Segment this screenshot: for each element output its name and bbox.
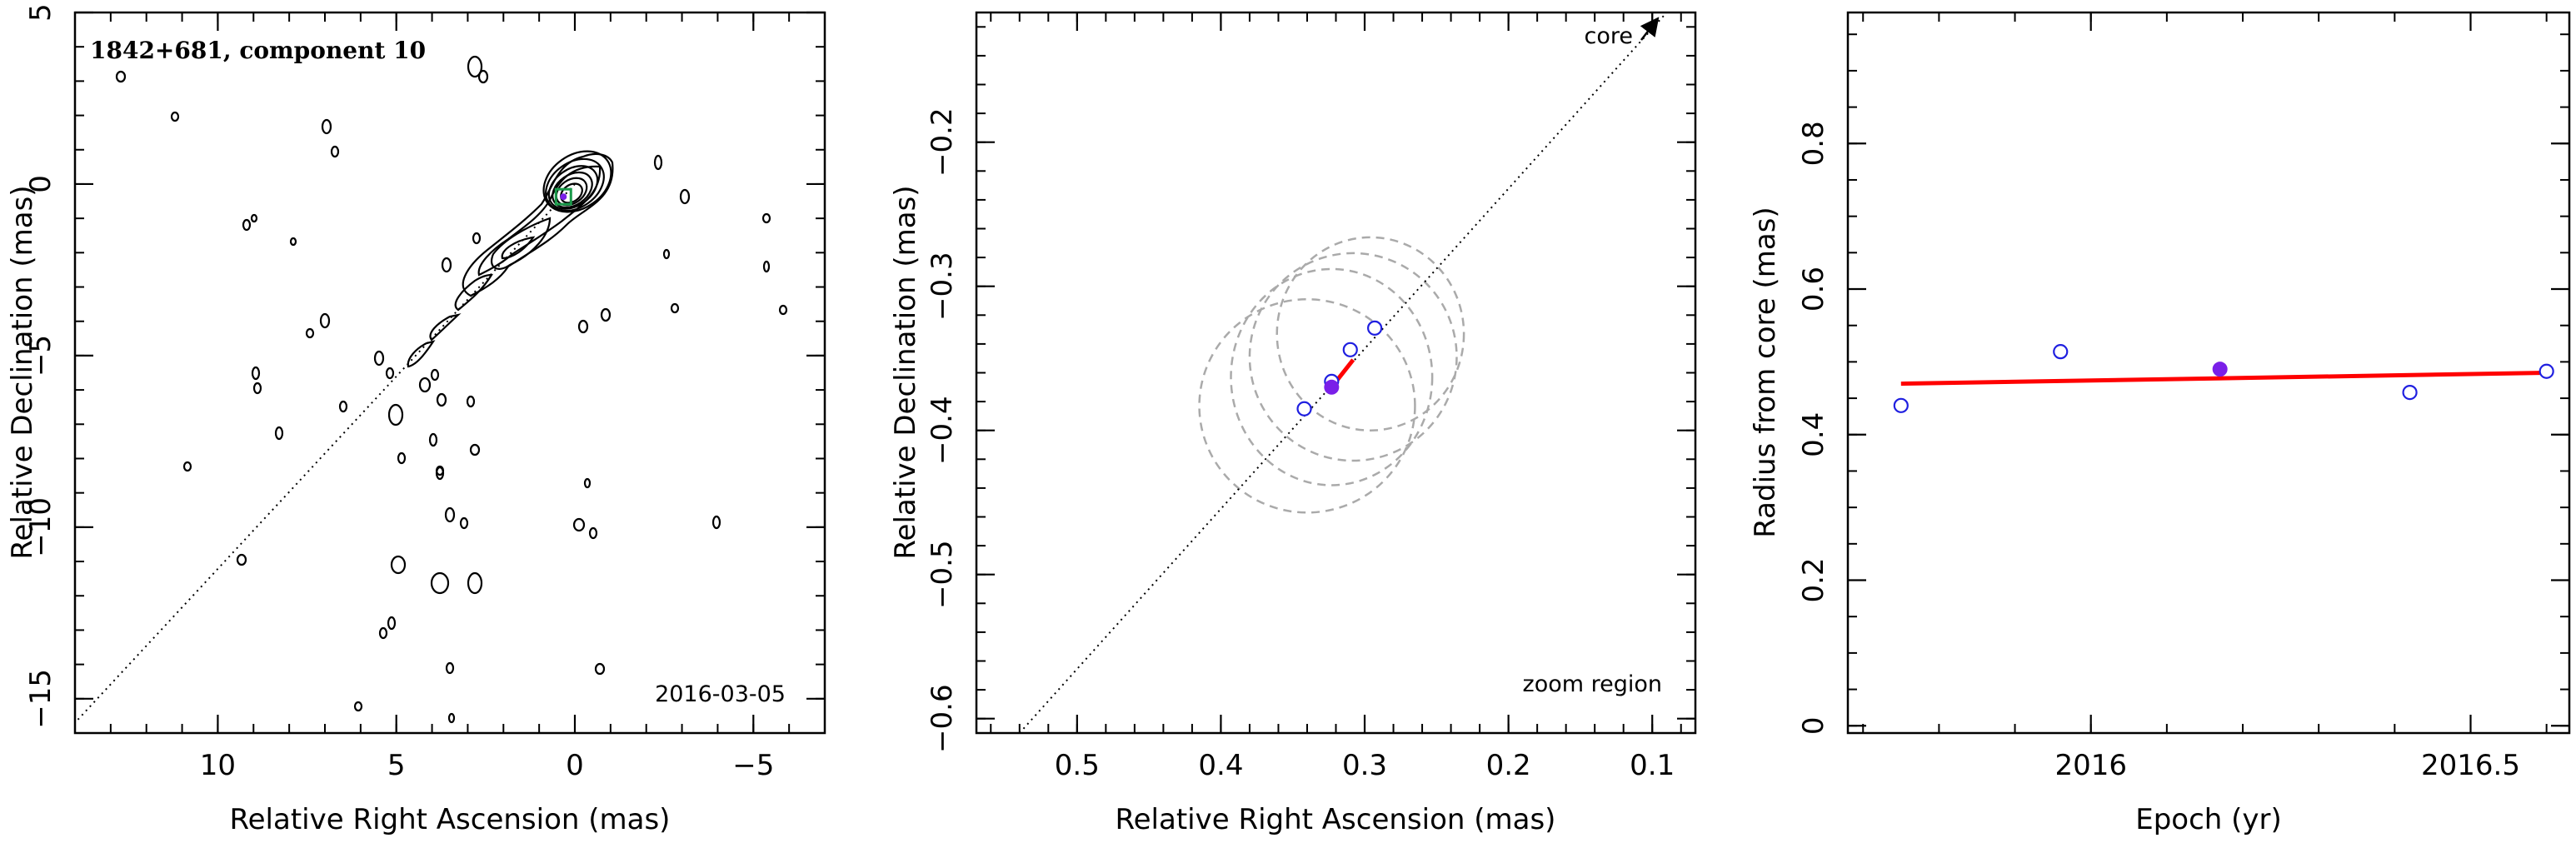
plot-frame (73, 11, 826, 735)
y-tick-label: −0.5 (926, 540, 959, 609)
panel-title: 1842+681, component 10 (90, 37, 426, 64)
y-axis-label: Relative Declination (mas) (6, 185, 39, 559)
radius-points (1893, 344, 2554, 413)
radius-point (2539, 363, 2554, 379)
current-radius-point (2212, 362, 2228, 377)
y-axis-label: Relative Declination (mas) (889, 185, 922, 559)
fit-line (1900, 371, 2547, 387)
beam-ellipse (1198, 298, 1416, 514)
zoom-region-label: zoom region (1523, 671, 1662, 697)
epoch-point (1342, 342, 1358, 357)
x-tick-label: 0.5 (1055, 749, 1100, 782)
y-tick-label: 0 (24, 175, 57, 193)
y-tick-label: −0.3 (926, 252, 959, 321)
contour-panel: 10 5 0 −550−5−10−15 1842+681, component 10 … (6, 3, 826, 836)
radius-panel: 2016 2016.5 0 0.2 0.4 0.6 0.8 Epoch (yr) Radiu… (1749, 11, 2571, 836)
beam-ellipse (1230, 267, 1434, 486)
y-tick-label: 0.6 (1797, 267, 1830, 312)
core-arrow (1640, 17, 1660, 41)
y-tick-label: −0.2 (926, 107, 959, 177)
axis-ticks: 10 5 0 −5 5 0 −5 −10 −15 (24, 3, 826, 782)
y-tick-label: −5 (24, 335, 57, 377)
x-tick-label: −5 (732, 749, 774, 782)
y-tick-label: −15 (24, 669, 57, 729)
x-tick-label: 0.3 (1342, 749, 1387, 782)
zoom-panel: 0.5 0.4 0.3 0.2 0.1 −0.2 −0.3 −0.4 −0.5 −0.6 core… (889, 11, 1697, 836)
x-tick-label: 5 (387, 749, 406, 782)
y-tick-label: 5 (24, 3, 57, 22)
y-tick-label: 0.8 (1797, 121, 1830, 166)
contour-plot (115, 55, 788, 724)
y-tick-label: −0.6 (926, 684, 959, 753)
axis-ticks: 2016 2016.5 0 0.2 0.4 0.6 0.8 (1797, 12, 2569, 782)
jet-axis-line (75, 183, 576, 724)
x-tick-label: 0.4 (1198, 749, 1243, 782)
y-axis-label: Radius from core (mas) (1749, 207, 1782, 537)
epoch-point (1296, 401, 1312, 417)
component-marker (554, 187, 572, 206)
component-box (554, 187, 572, 206)
y-tick-label: 0 (1797, 716, 1830, 735)
epoch-point (1367, 320, 1383, 336)
component-point (560, 193, 567, 201)
axis-line (75, 183, 576, 724)
plot-frame (975, 11, 1697, 735)
beam-ellipses (1198, 236, 1465, 514)
radius-point (2402, 384, 2418, 401)
plot-frame (1846, 11, 2571, 735)
y-tick-label: 0.4 (1797, 412, 1830, 457)
current-epoch-point (1324, 379, 1340, 395)
x-tick-label: 10 (200, 749, 236, 782)
axis-ticks: 0.5 0.4 0.3 0.2 0.1 −0.2 −0.3 −0.4 −0.5 −0.6 (926, 12, 1695, 782)
y-tick-label: 0.2 (1797, 557, 1830, 602)
radius-point (1893, 397, 1909, 413)
y-tick-label: −10 (24, 497, 57, 557)
x-axis-label: Relative Right Ascension (mas) (230, 803, 671, 836)
x-tick-label: 0 (566, 749, 584, 782)
x-tick-label: 0.1 (1630, 749, 1675, 782)
y-tick-label: −0.4 (926, 396, 959, 465)
position-points (1296, 320, 1383, 417)
x-axis-label: Epoch (yr) (2135, 803, 2282, 836)
date-label: 2016-03-05 (655, 681, 786, 707)
x-tick-label: 2016.5 (2421, 749, 2520, 782)
x-axis-label: Relative Right Ascension (mas) (1116, 803, 1556, 836)
beam-ellipse (1276, 236, 1465, 431)
x-tick-label: 0.2 (1486, 749, 1531, 782)
core-label: core (1585, 23, 1633, 49)
x-tick-label: 2016 (2054, 749, 2127, 782)
beam-ellipse (1248, 252, 1458, 462)
linear-fit (1900, 371, 2547, 387)
radius-point (2053, 344, 2069, 360)
